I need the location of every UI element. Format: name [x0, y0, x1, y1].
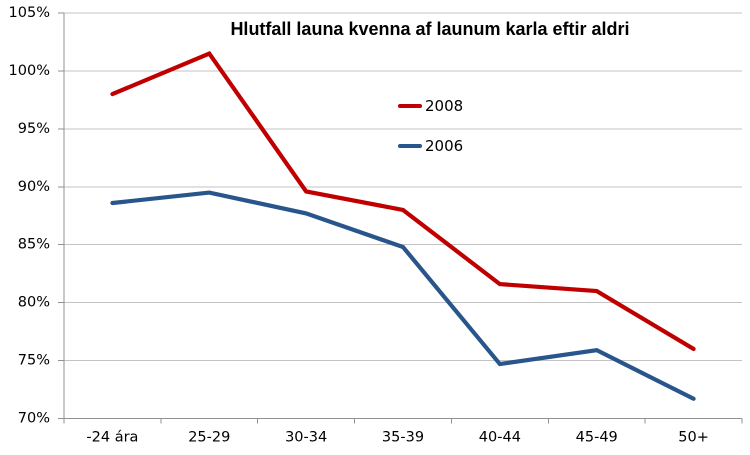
y-tick-label: 85% [18, 237, 50, 253]
y-tick-label: 100% [9, 63, 50, 79]
x-tick-label: 40-44 [479, 430, 521, 446]
legend-swatch-2008-icon [398, 104, 422, 108]
series-line-2006 [110, 190, 696, 401]
y-tick-label: 75% [18, 353, 50, 369]
legend-swatch-2006-icon [398, 144, 422, 148]
y-tick-label: 90% [18, 179, 50, 195]
x-tick-label: 50+ [678, 430, 709, 446]
x-tick-label: 30-34 [285, 430, 327, 446]
x-tick-label: 35-39 [382, 430, 424, 446]
y-tick-label: 95% [18, 121, 50, 137]
legend-item-2006: 2006 [398, 136, 463, 156]
y-tick-label: 80% [18, 295, 50, 311]
legend-item-2008: 2008 [398, 96, 463, 116]
legend: 2008 2006 [398, 96, 463, 176]
series-line-2008 [110, 50, 696, 352]
chart-title: Hlutfall launa kvenna af launum karla ef… [230, 19, 630, 39]
legend-label-2008: 2008 [425, 97, 464, 115]
x-tick-label: 25-29 [188, 430, 230, 446]
x-tick-label: -24 ára [86, 430, 138, 446]
y-tick-label: 105% [9, 5, 50, 21]
y-tick-label: 70% [18, 411, 50, 427]
legend-label-2006: 2006 [425, 137, 464, 155]
x-tick-label: 45-49 [576, 430, 618, 446]
